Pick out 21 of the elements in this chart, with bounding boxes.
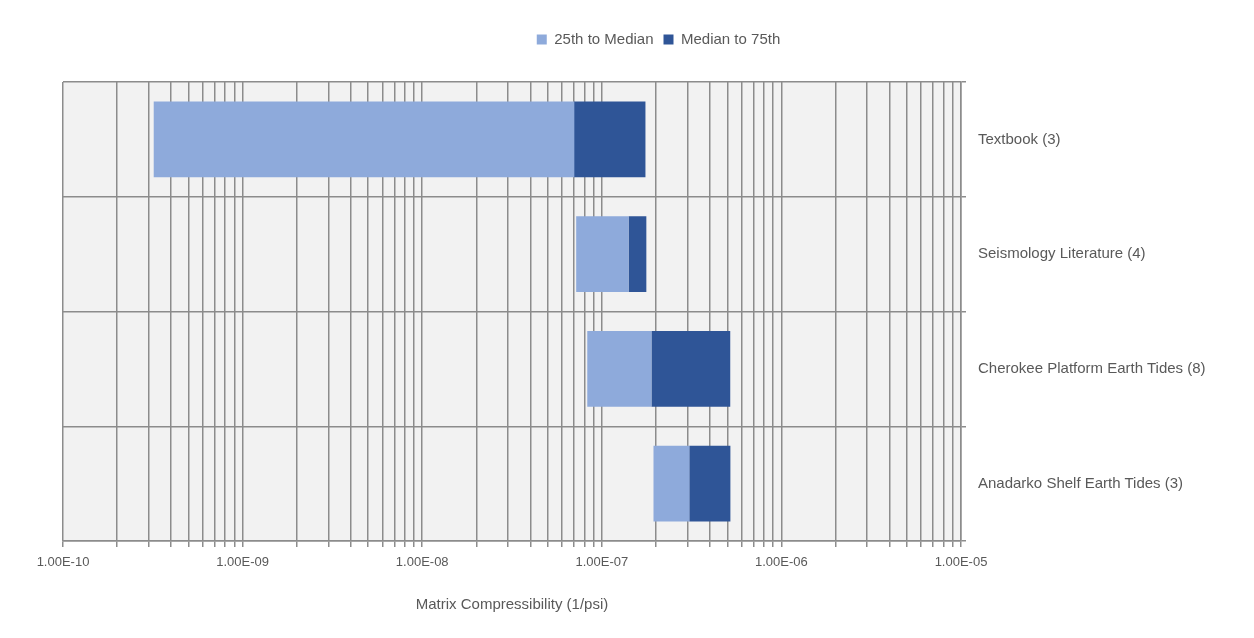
y-tick-label: Textbook (3)	[978, 129, 1061, 147]
x-tick-label: 1.00E-07	[575, 554, 629, 570]
bar	[653, 445, 690, 522]
x-tick-label: 1.00E-09	[216, 554, 269, 570]
x-tick-label: 1.00E-06	[755, 554, 808, 570]
legend-label: 25th to Median	[554, 29, 654, 47]
legend-label: Median to 75th	[681, 29, 781, 47]
x-axis-title: Matrix Compressibility (1/psi)	[415, 595, 609, 613]
bar	[689, 445, 731, 522]
x-tick-label: 1.00E-10	[36, 554, 90, 570]
bar	[651, 331, 731, 407]
bar	[576, 216, 629, 292]
y-tick-label: Cherokee Platform Earth Tides (8)	[978, 359, 1206, 377]
y-tick-label: Seismology Literature (4)	[978, 244, 1146, 262]
x-tick-label: 1.00E-08	[395, 554, 449, 570]
y-tick-label: Anadarko Shelf Earth Tides (3)	[978, 473, 1184, 491]
bar	[153, 101, 575, 178]
bar	[573, 101, 646, 178]
bar	[628, 216, 647, 292]
x-tick-label: 1.00E-05	[934, 554, 988, 570]
bar	[587, 331, 652, 407]
